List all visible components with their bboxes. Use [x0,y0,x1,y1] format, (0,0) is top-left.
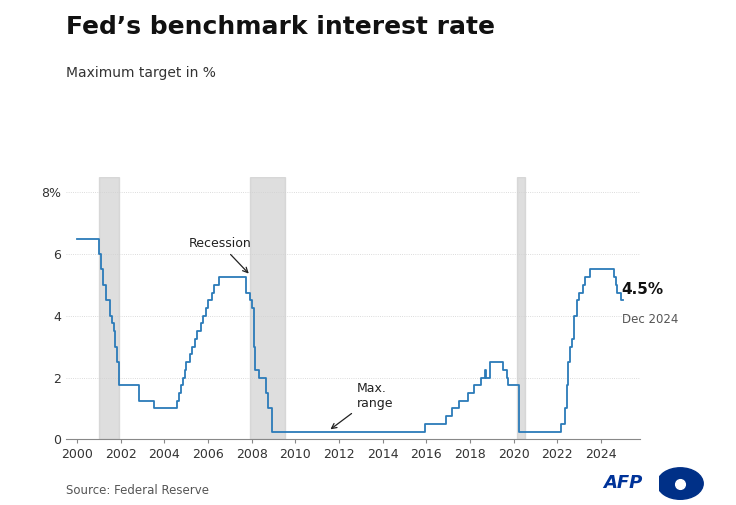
Text: Fed’s benchmark interest rate: Fed’s benchmark interest rate [66,15,495,39]
Text: Maximum target in %: Maximum target in % [66,66,216,80]
Bar [517,177,525,439]
Text: Source: Federal Reserve: Source: Federal Reserve [66,484,209,497]
Text: 4.5%: 4.5% [622,282,664,297]
Bar [250,177,285,439]
Text: Dec 2024: Dec 2024 [622,313,678,326]
Circle shape [657,468,703,499]
Text: Recession: Recession [188,237,251,273]
Text: Max.
range: Max. range [331,382,393,429]
Text: AFP: AFP [604,474,643,492]
Bar [99,177,119,439]
